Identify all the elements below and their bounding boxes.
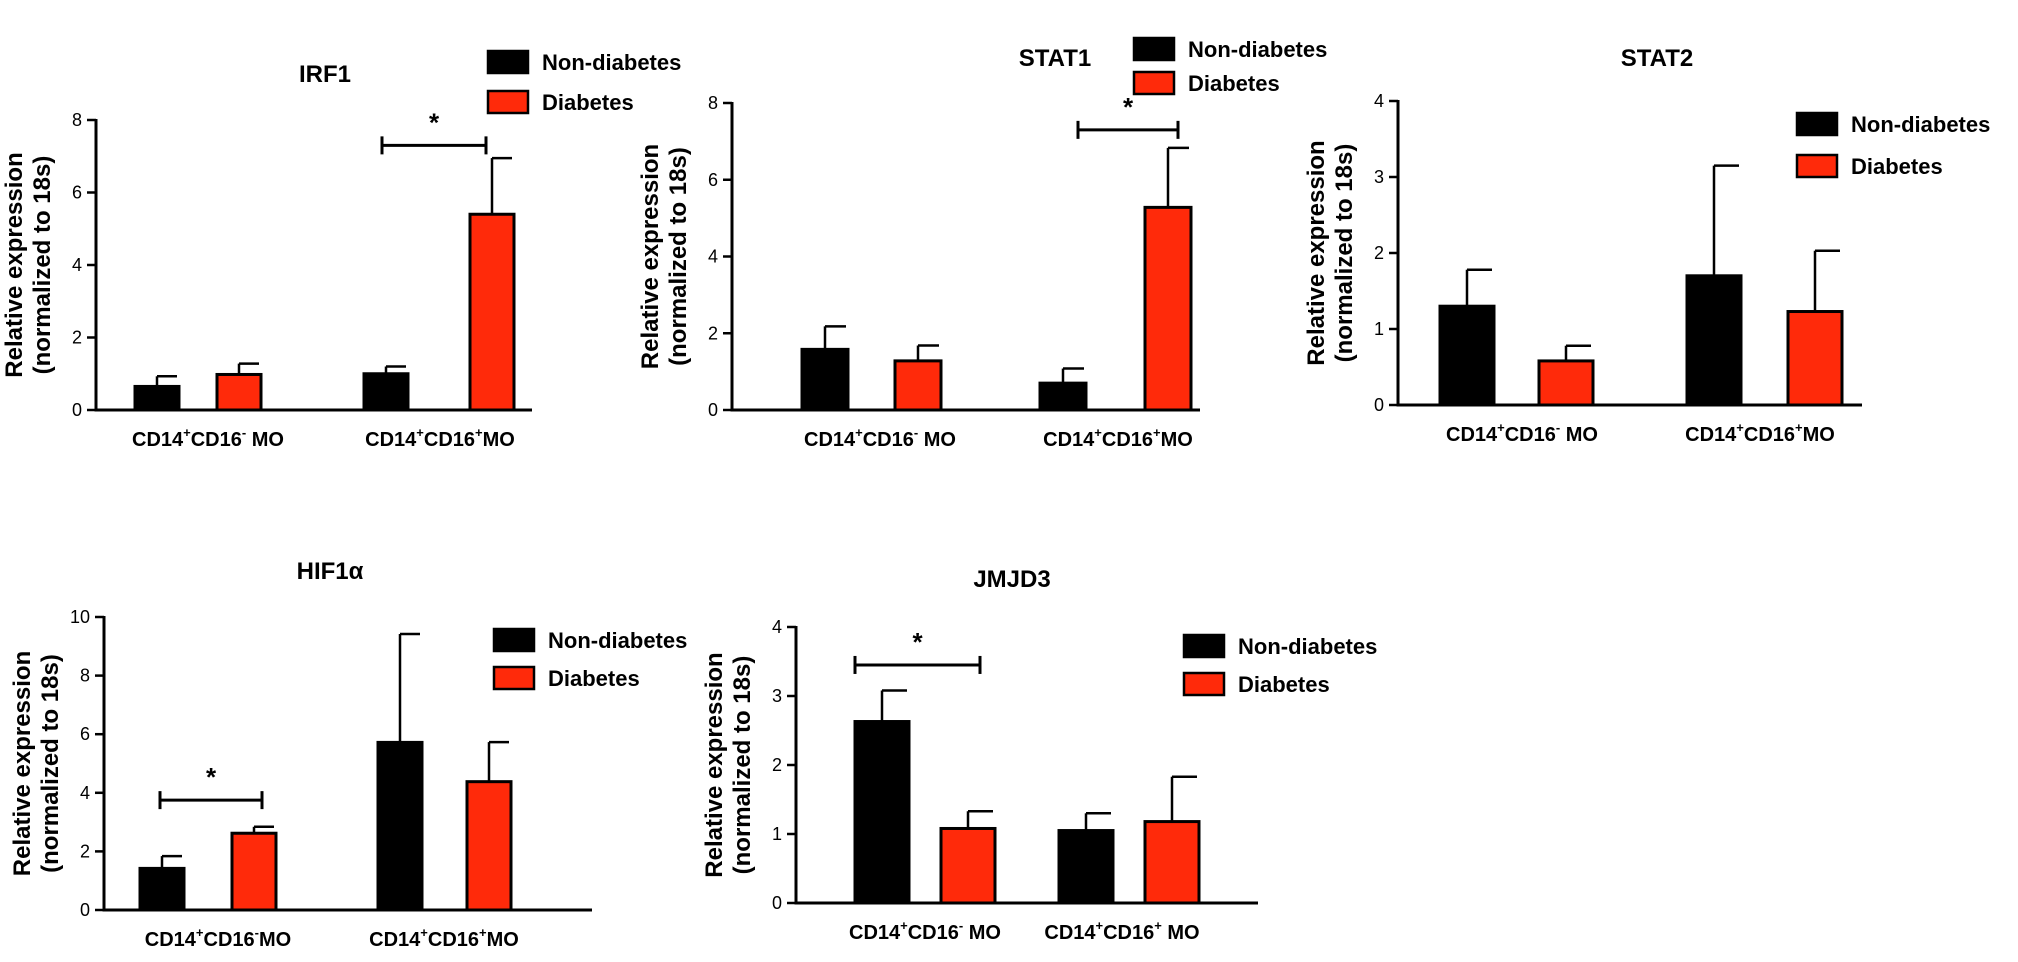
bar-diabetes-1 [893, 359, 943, 412]
chart-title: STAT2 [1621, 45, 1693, 72]
bar-diabetes-2 [1786, 310, 1844, 407]
legend-swatch [1182, 633, 1226, 659]
bar-non-diabetes-2 [376, 740, 424, 912]
y-tick-label: 3 [1374, 167, 1384, 187]
bar-non-diabetes-1 [800, 347, 850, 412]
bar-diabetes-2 [468, 212, 516, 412]
legend-label: Non-diabetes [1238, 634, 1377, 659]
y-tick-label: 2 [708, 323, 718, 343]
chart-stat2: STAT2 Relative expression(normalized to 1… [1303, 45, 1990, 446]
chart-irf1: IRF1 Relative expression(normalized to 18… [1, 49, 681, 451]
legend-swatch [1132, 36, 1176, 62]
y-tick-label: 2 [772, 755, 782, 775]
legend-label: Non-diabetes [548, 628, 687, 653]
y-tick-label: 0 [1374, 395, 1384, 415]
legend-label: Diabetes [548, 666, 640, 691]
chart-title: IRF1 [299, 61, 351, 88]
significance-star: * [206, 762, 217, 792]
significance-star: * [1123, 92, 1134, 122]
y-tick-label: 4 [1374, 91, 1384, 111]
x-category-label: CD14+CD16+MO [365, 425, 515, 451]
y-tick-label: 1 [772, 824, 782, 844]
legend-label: Non-diabetes [1188, 37, 1327, 62]
bar-diabetes-2 [465, 780, 513, 912]
legend-label: Non-diabetes [542, 50, 681, 75]
bar-non-diabetes-2 [362, 372, 410, 412]
y-tick-label: 2 [1374, 243, 1384, 263]
y-tick-label: 8 [72, 110, 82, 130]
bar-diabetes-1 [939, 826, 997, 905]
x-category-label: CD14+CD16- MO [1446, 420, 1598, 446]
y-tick-label: 0 [708, 400, 718, 420]
bar-diabetes-1 [215, 372, 263, 412]
x-category-label: CD14+CD16- MO [804, 425, 956, 451]
y-axis-label: Relative expression(normalized to 18s) [701, 652, 756, 877]
y-tick-label: 1 [1374, 319, 1384, 339]
y-tick-label: 10 [70, 607, 90, 627]
bar-non-diabetes-2 [1038, 381, 1088, 412]
bar-diabetes-1 [1537, 359, 1595, 407]
chart-title: JMJD3 [973, 566, 1050, 593]
legend-label: Diabetes [1238, 672, 1330, 697]
x-category-label: CD14+CD16+MO [1685, 420, 1835, 446]
legend-swatch [486, 89, 530, 115]
x-category-label: CD14+CD16+MO [1043, 425, 1193, 451]
legend-swatch [492, 627, 536, 653]
x-category-label: CD14+CD16+ MO [1044, 918, 1199, 944]
chart-jmjd3: JMJD3 Relative expression(normalized to 1… [701, 566, 1377, 944]
legend-label: Diabetes [1188, 71, 1280, 96]
y-tick-label: 6 [708, 170, 718, 190]
y-tick-label: 0 [80, 900, 90, 920]
x-category-label: CD14+CD16-MO [145, 925, 291, 951]
bar-diabetes-2 [1143, 820, 1201, 905]
bar-non-diabetes-1 [133, 384, 181, 412]
legend-swatch [1795, 153, 1839, 179]
bar-diabetes-2 [1143, 205, 1193, 412]
significance-star: * [429, 107, 440, 137]
y-tick-label: 4 [72, 255, 82, 275]
bar-diabetes-1 [230, 831, 278, 912]
y-axis-label: Relative expression(normalized to 18s) [637, 144, 692, 369]
bar-non-diabetes-2 [1057, 829, 1115, 905]
y-tick-label: 8 [708, 93, 718, 113]
y-axis-label: Relative expression(normalized to 18s) [1303, 140, 1358, 365]
x-category-label: CD14+CD16- MO [132, 425, 284, 451]
legend-swatch [486, 49, 530, 75]
x-category-label: CD14+CD16+MO [369, 925, 519, 951]
legend-label: Diabetes [542, 90, 634, 115]
y-tick-label: 0 [72, 400, 82, 420]
chart-stat1: STAT1 Relative expression(normalized to 1… [637, 36, 1327, 451]
y-tick-label: 4 [772, 617, 782, 637]
legend-swatch [1795, 111, 1839, 137]
legend-label: Non-diabetes [1851, 112, 1990, 137]
chart-title: HIF1α [297, 558, 364, 585]
chart-hif1: HIF1α Relative expression(normalized to 1… [9, 558, 687, 951]
y-tick-label: 4 [80, 783, 90, 803]
legend-swatch [1132, 70, 1176, 96]
bar-non-diabetes-1 [1438, 304, 1496, 407]
chart-title: STAT1 [1019, 45, 1091, 72]
legend-swatch [1182, 671, 1226, 697]
bar-non-diabetes-1 [138, 866, 186, 912]
y-tick-label: 8 [80, 666, 90, 686]
y-tick-label: 3 [772, 686, 782, 706]
bar-non-diabetes-2 [1685, 274, 1743, 407]
bar-non-diabetes-1 [853, 720, 911, 905]
significance-star: * [912, 627, 923, 657]
legend-swatch [492, 665, 536, 691]
y-tick-label: 2 [80, 841, 90, 861]
y-tick-label: 4 [708, 247, 718, 267]
x-category-label: CD14+CD16- MO [849, 918, 1001, 944]
y-axis-label: Relative expression(normalized to 18s) [9, 651, 64, 876]
legend-label: Diabetes [1851, 154, 1943, 179]
y-tick-label: 2 [72, 328, 82, 348]
y-tick-label: 6 [80, 724, 90, 744]
y-tick-label: 6 [72, 183, 82, 203]
y-tick-label: 0 [772, 893, 782, 913]
y-axis-label: Relative expression(normalized to 18s) [1, 152, 56, 377]
